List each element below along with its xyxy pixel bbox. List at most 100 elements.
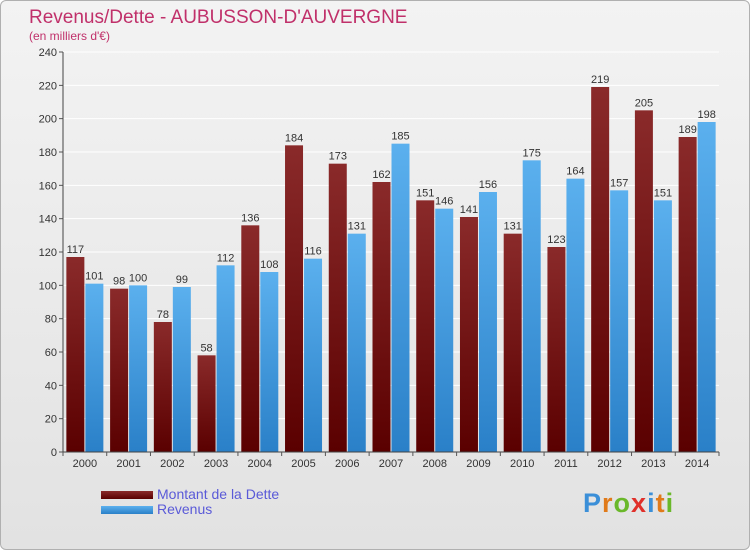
bar-revenus	[216, 265, 235, 452]
x-tick-label: 2004	[248, 458, 272, 470]
data-label-revenus: 164	[566, 166, 584, 178]
bar-revenus	[697, 122, 716, 452]
legend-swatch-revenus	[101, 506, 153, 514]
bar-revenus	[85, 283, 104, 452]
x-tick-label: 2008	[422, 458, 446, 470]
bar-revenus	[610, 190, 629, 453]
data-label-revenus: 99	[176, 274, 188, 286]
y-tick-label: 240	[39, 47, 57, 59]
data-label-revenus: 146	[435, 196, 453, 208]
chart-title: Revenus/Dette - AUBUSSON-D'AUVERGNE	[29, 7, 408, 28]
bar-dette	[372, 182, 391, 452]
x-tick-label: 2003	[204, 458, 228, 470]
data-label-revenus: 151	[654, 187, 672, 199]
data-label-revenus: 100	[129, 272, 147, 284]
bar-revenus	[478, 192, 497, 452]
bar-revenus	[172, 287, 191, 452]
data-label-revenus: 112	[217, 252, 235, 264]
x-tick-label: 2014	[685, 458, 709, 470]
bar-revenus	[653, 200, 672, 452]
x-tick-label: 2012	[597, 458, 621, 470]
bar-revenus	[435, 208, 454, 452]
y-tick-label: 0	[51, 447, 57, 459]
bar-dette	[197, 355, 216, 452]
x-tick-label: 2002	[160, 458, 184, 470]
bar-revenus	[304, 258, 323, 452]
data-label-revenus: 175	[523, 147, 541, 159]
bar-dette	[678, 137, 697, 452]
data-label-dette: 189	[678, 124, 696, 136]
logo-letter: o	[613, 488, 632, 518]
data-label-revenus: 157	[610, 177, 628, 189]
data-label-dette: 117	[67, 244, 85, 256]
bar-dette	[634, 110, 653, 452]
y-tick-label: 120	[39, 247, 57, 259]
y-tick-label: 40	[45, 380, 57, 392]
y-tick-label: 60	[45, 347, 57, 359]
data-label-dette: 98	[113, 276, 125, 288]
data-label-dette: 123	[547, 234, 565, 246]
logo-letter: x	[631, 488, 648, 518]
bar-dette	[153, 322, 172, 452]
legend-swatch-dette	[101, 491, 153, 499]
x-tick-label: 2010	[510, 458, 534, 470]
x-tick-label: 2001	[116, 458, 140, 470]
bar-dette	[285, 145, 304, 453]
legend-label-revenus: Revenus	[157, 501, 213, 517]
data-label-dette: 162	[372, 169, 390, 181]
bar-revenus	[129, 285, 148, 452]
x-tick-label: 2009	[466, 458, 490, 470]
data-label-dette: 136	[241, 212, 259, 224]
bar-revenus	[347, 233, 366, 452]
bar-revenus	[260, 272, 279, 452]
data-label-dette: 151	[416, 187, 434, 199]
logo-letter: i	[665, 488, 675, 518]
data-label-revenus: 185	[391, 131, 409, 143]
bar-dette	[591, 87, 610, 452]
y-tick-label: 80	[45, 314, 57, 326]
bar-dette	[459, 217, 478, 452]
logo-letter: r	[602, 488, 614, 518]
logo-letter: t	[655, 488, 666, 518]
x-tick-label: 2005	[291, 458, 315, 470]
chart-subtitle: (en milliers d'€)	[29, 29, 110, 43]
bar-revenus	[522, 160, 541, 453]
bar-dette	[328, 163, 347, 452]
y-tick-label: 180	[39, 147, 57, 159]
x-tick-label: 2013	[641, 458, 665, 470]
data-label-revenus: 198	[697, 109, 715, 121]
bar-revenus	[566, 178, 585, 452]
x-tick-label: 2011	[554, 458, 578, 470]
logo-letter: i	[647, 488, 656, 518]
x-tick-label: 2007	[379, 458, 403, 470]
x-tick-label: 2000	[73, 458, 97, 470]
data-label-dette: 131	[504, 221, 522, 233]
data-label-dette: 205	[635, 97, 653, 109]
y-tick-label: 200	[39, 114, 57, 126]
bar-revenus	[391, 143, 410, 452]
data-label-revenus: 108	[260, 259, 278, 271]
bar-dette	[66, 257, 85, 452]
data-label-dette: 141	[460, 204, 478, 216]
proxiti-logo: Proxiti	[583, 488, 674, 519]
bar-dette	[503, 233, 522, 452]
bar-dette	[547, 247, 566, 452]
data-label-revenus: 116	[304, 246, 322, 258]
data-label-dette: 173	[329, 151, 347, 163]
bar-dette	[110, 288, 129, 452]
bar-dette	[416, 200, 435, 452]
data-label-dette: 78	[157, 309, 169, 321]
data-label-dette: 184	[285, 132, 303, 144]
y-tick-label: 140	[39, 214, 57, 226]
logo-letter: P	[583, 488, 603, 518]
data-label-revenus: 101	[85, 271, 103, 283]
bar-dette	[241, 225, 260, 452]
data-label-revenus: 156	[479, 179, 497, 191]
y-tick-label: 160	[39, 180, 57, 192]
data-label-dette: 58	[200, 342, 212, 354]
data-label-dette: 219	[591, 74, 609, 86]
data-label-revenus: 131	[348, 221, 366, 233]
legend-label-dette: Montant de la Dette	[157, 486, 280, 502]
